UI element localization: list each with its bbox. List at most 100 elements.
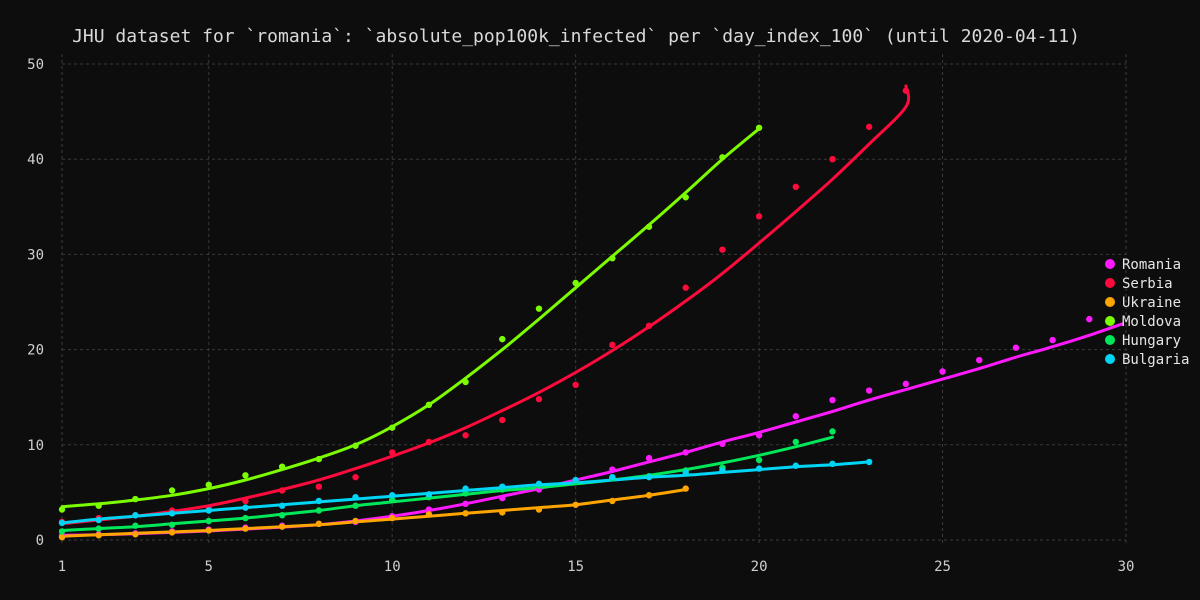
- data-point-serbia: [389, 449, 396, 456]
- data-point-hungary: [242, 514, 249, 522]
- data-point-serbia: [535, 395, 543, 403]
- data-point-serbia: [682, 284, 689, 291]
- data-point-ukraine: [645, 492, 653, 499]
- legend-marker-hungary: [1105, 335, 1115, 345]
- data-point-moldova: [719, 154, 726, 161]
- data-point-serbia: [645, 322, 653, 329]
- data-point-hungary: [132, 522, 139, 529]
- legend-label-hungary: Hungary: [1122, 333, 1181, 349]
- data-point-ukraine: [58, 533, 66, 541]
- data-point-romania: [425, 506, 433, 513]
- data-point-serbia: [499, 416, 506, 424]
- data-point-moldova: [535, 305, 543, 312]
- data-point-romania: [499, 494, 506, 502]
- data-point-moldova: [755, 124, 763, 131]
- legend-label-serbia: Serbia: [1122, 276, 1173, 292]
- data-point-bulgaria: [132, 512, 139, 519]
- data-point-romania: [939, 368, 946, 375]
- legend: Romania Serbia Ukraine Moldova Hungary Bulgar…: [1105, 257, 1189, 368]
- data-point-bulgaria: [242, 504, 249, 511]
- data-point-serbia: [719, 246, 726, 253]
- data-point-bulgaria: [792, 462, 799, 469]
- data-point-ukraine: [132, 531, 139, 538]
- data-point-hungary: [205, 517, 212, 525]
- legend-label-romania: Romania: [1122, 257, 1181, 273]
- data-point-ukraine: [609, 497, 616, 505]
- data-point-romania: [645, 454, 653, 462]
- data-point-hungary: [389, 496, 396, 504]
- x-tick-label-2: 10: [384, 559, 401, 575]
- x-tick-label-5: 25: [934, 559, 951, 575]
- data-point-bulgaria: [425, 491, 433, 498]
- data-point-romania: [462, 500, 469, 508]
- y-tick-label-2: 20: [27, 343, 44, 359]
- data-point-serbia: [792, 183, 799, 191]
- data-point-hungary: [755, 456, 763, 464]
- data-point-ukraine: [682, 485, 689, 492]
- data-point-moldova: [609, 255, 616, 262]
- data-point-bulgaria: [865, 458, 873, 466]
- legend-marker-moldova: [1105, 316, 1115, 326]
- data-point-serbia: [462, 432, 469, 439]
- legend-label-moldova: Moldova: [1122, 314, 1181, 330]
- data-point-ukraine: [315, 520, 323, 528]
- data-point-hungary: [792, 438, 799, 446]
- data-point-serbia: [278, 487, 286, 494]
- data-point-serbia: [572, 381, 579, 389]
- data-point-romania: [792, 413, 799, 420]
- data-point-romania: [829, 396, 836, 404]
- data-points: [58, 87, 1093, 541]
- data-point-moldova: [352, 442, 359, 449]
- y-tick-label-0: 0: [36, 533, 44, 549]
- trend-lines: [60, 84, 1124, 538]
- data-point-romania: [609, 466, 616, 473]
- data-point-bulgaria: [682, 469, 689, 476]
- data-point-bulgaria: [609, 473, 616, 481]
- data-point-bulgaria: [462, 485, 469, 492]
- data-point-bulgaria: [315, 497, 323, 505]
- data-point-bulgaria: [205, 507, 212, 514]
- data-point-ukraine: [168, 529, 176, 536]
- data-point-serbia: [242, 497, 249, 505]
- data-point-serbia: [865, 123, 873, 131]
- x-tick-label-6: 30: [1118, 559, 1135, 575]
- data-point-hungary: [462, 490, 469, 497]
- data-point-ukraine: [95, 532, 102, 539]
- data-point-serbia: [755, 213, 763, 220]
- data-point-moldova: [205, 481, 212, 488]
- data-point-serbia: [352, 473, 359, 481]
- data-point-serbia: [315, 483, 323, 490]
- data-point-hungary: [168, 521, 176, 528]
- data-point-ukraine: [462, 510, 469, 517]
- data-point-moldova: [572, 279, 579, 287]
- data-point-ukraine: [352, 517, 359, 525]
- data-point-moldova: [95, 502, 102, 509]
- data-point-bulgaria: [719, 467, 726, 474]
- y-tick-label-5: 50: [27, 57, 44, 73]
- chart-title: JHU dataset for `romania`: `absolute_pop…: [72, 26, 1080, 47]
- y-tick-label-4: 40: [27, 152, 44, 168]
- data-point-ukraine: [389, 514, 396, 522]
- data-point-moldova: [462, 378, 469, 386]
- legend-label-ukraine: Ukraine: [1122, 295, 1181, 311]
- data-point-hungary: [829, 428, 836, 435]
- data-point-bulgaria: [645, 473, 653, 481]
- data-point-bulgaria: [755, 465, 763, 472]
- legend-marker-serbia: [1105, 278, 1115, 288]
- trend-line-serbia: [60, 84, 911, 526]
- data-point-bulgaria: [535, 480, 543, 488]
- legend-marker-romania: [1105, 259, 1115, 269]
- data-point-bulgaria: [168, 510, 176, 517]
- data-point-serbia: [609, 341, 616, 349]
- data-point-ukraine: [205, 527, 212, 534]
- data-point-moldova: [132, 495, 139, 503]
- data-point-ukraine: [242, 525, 249, 532]
- data-point-moldova: [58, 506, 66, 513]
- legend-marker-ukraine: [1105, 297, 1115, 307]
- data-point-bulgaria: [278, 502, 286, 509]
- data-point-serbia: [425, 438, 433, 446]
- data-point-ukraine: [425, 511, 433, 518]
- data-point-bulgaria: [95, 516, 102, 524]
